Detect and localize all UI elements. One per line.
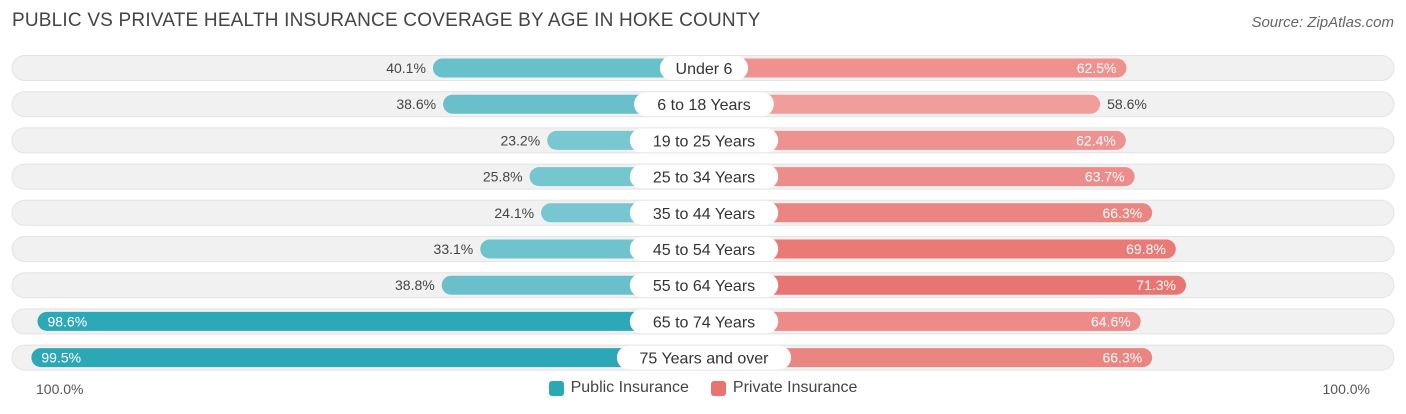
chart-title: PUBLIC VS PRIVATE HEALTH INSURANCE COVER…	[12, 10, 761, 31]
value-label-private: 62.4%	[1076, 132, 1116, 148]
category-pill	[629, 273, 779, 298]
value-label-private: 62.5%	[1077, 60, 1117, 76]
category-pill	[629, 200, 779, 225]
value-label-private: 66.3%	[1102, 205, 1142, 221]
value-label-public: 33.1%	[434, 241, 474, 257]
category-pill	[629, 309, 779, 334]
value-label-private: 71.3%	[1136, 277, 1176, 293]
category-label: 65 to 74 Years	[653, 314, 755, 331]
category-pill	[629, 164, 779, 189]
category-label: 75 Years and over	[640, 351, 770, 368]
category-label: 55 to 64 Years	[653, 278, 755, 295]
category-label: 45 to 54 Years	[653, 242, 755, 259]
legend-label-private: Private Insurance	[732, 379, 858, 396]
value-label-private: 69.8%	[1126, 241, 1166, 257]
bar-private	[704, 311, 1141, 331]
value-label-public: 98.6%	[47, 313, 87, 329]
value-label-public: 23.2%	[500, 132, 540, 148]
category-label: 6 to 18 Years	[657, 97, 750, 114]
bar-private	[704, 130, 1126, 150]
value-label-public: 38.6%	[396, 96, 436, 112]
bar-public	[432, 58, 704, 78]
value-label-public: 40.1%	[386, 60, 426, 76]
source-attribution: Source: ZipAtlas.com	[1251, 14, 1394, 31]
bar-private	[704, 167, 1135, 187]
value-label-public: 99.5%	[41, 350, 81, 366]
legend-label-public: Public Insurance	[570, 379, 689, 396]
category-pill	[634, 92, 774, 117]
axis-left-label: 100.0%	[36, 381, 84, 397]
bar-private	[704, 348, 1153, 368]
value-label-public: 24.1%	[494, 205, 534, 221]
legend-item-public: Public Insurance	[548, 379, 689, 397]
value-label-private: 63.7%	[1085, 169, 1125, 185]
category-pill	[616, 345, 792, 370]
value-label-private: 58.6%	[1107, 96, 1147, 112]
category-pill	[629, 128, 779, 153]
category-pill	[629, 237, 779, 261]
value-label-public: 25.8%	[483, 169, 523, 185]
value-label-private: 66.3%	[1102, 350, 1142, 366]
category-label: Under 6	[676, 61, 733, 78]
category-label: 35 to 44 Years	[653, 206, 755, 223]
category-pill	[659, 56, 749, 80]
legend: Public Insurance Private Insurance	[0, 379, 1406, 397]
bar-private	[704, 275, 1186, 295]
bar-private	[704, 239, 1176, 259]
category-label: 25 to 34 Years	[653, 170, 755, 187]
axis-right-label: 100.0%	[1322, 381, 1370, 397]
bar-private	[704, 94, 1101, 114]
bar-private	[704, 203, 1153, 223]
value-label-public: 38.8%	[395, 277, 435, 293]
bar-public	[31, 348, 704, 368]
legend-item-private: Private Insurance	[710, 379, 858, 397]
legend-swatch-public	[548, 380, 564, 396]
category-label: 19 to 25 Years	[653, 133, 755, 150]
bar-public	[37, 311, 705, 331]
value-label-private: 64.6%	[1091, 313, 1131, 329]
bar-private	[704, 58, 1127, 78]
legend-swatch-private	[710, 380, 726, 396]
